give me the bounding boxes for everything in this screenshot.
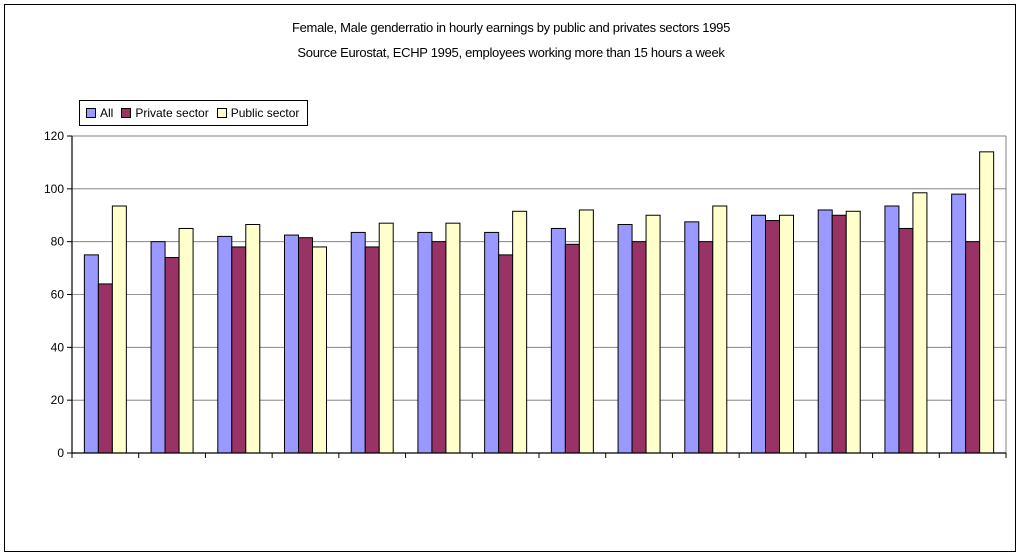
- bar-private-sector: [564, 243, 580, 454]
- bar-public-sector: [712, 205, 728, 454]
- bar-public-sector: [312, 246, 327, 454]
- bar-private-sector: [164, 257, 180, 454]
- legend-item: All: [86, 106, 113, 120]
- y-tick-label: 0: [57, 446, 64, 460]
- bar-private-sector: [97, 283, 113, 454]
- bar-private-sector: [698, 241, 714, 454]
- legend-swatch: [216, 108, 227, 118]
- bar-all: [751, 214, 766, 454]
- legend-label: Public sector: [230, 106, 300, 120]
- bar-private-sector: [831, 214, 847, 454]
- y-tick-label: 100: [44, 182, 64, 196]
- bar-public-sector: [578, 209, 594, 454]
- bar-all: [284, 234, 299, 454]
- bar-all: [350, 231, 366, 454]
- bar-public-sector: [645, 214, 661, 454]
- y-tick-label: 120: [44, 129, 64, 143]
- bar-private-sector: [898, 227, 914, 454]
- chart-legend: All Private sector Public sector: [79, 100, 309, 126]
- bar-all: [951, 193, 967, 454]
- bar-private-sector: [765, 220, 780, 454]
- bar-public-sector: [912, 192, 928, 454]
- legend-swatch: [121, 108, 132, 118]
- legend-swatch: [86, 108, 96, 118]
- bar-private-sector: [231, 246, 247, 454]
- y-tick-label: 80: [51, 235, 65, 249]
- bar-public-sector: [378, 222, 394, 454]
- bar-all: [684, 221, 700, 454]
- bar-all: [417, 231, 433, 454]
- legend-item: Private sector: [121, 106, 209, 120]
- chart-title: Female, Male genderratio in hourly earni…: [291, 20, 731, 35]
- bar-public-sector: [979, 151, 995, 454]
- bar-private-sector: [631, 241, 647, 454]
- bar-all: [484, 231, 500, 454]
- bar-public-sector: [779, 214, 794, 454]
- bar-public-sector: [445, 222, 461, 454]
- bar-private-sector: [298, 237, 313, 454]
- y-tick-label: 60: [51, 288, 65, 302]
- bar-all: [217, 235, 233, 454]
- bar-all: [83, 254, 99, 454]
- bar-public-sector: [512, 210, 528, 454]
- bar-all: [817, 209, 833, 454]
- bar-public-sector: [178, 227, 194, 454]
- bar-public-sector: [111, 205, 127, 454]
- y-tick-label: 40: [51, 340, 65, 354]
- legend-item: Public sector: [216, 106, 300, 120]
- bar-private-sector: [965, 241, 981, 454]
- bar-private-sector: [498, 254, 514, 454]
- legend-label: Private sector: [135, 106, 209, 120]
- bar-all: [150, 241, 166, 454]
- bar-private-sector: [364, 246, 380, 454]
- chart-subtitle: Source Eurostat, ECHP 1995, employees wo…: [297, 45, 725, 60]
- legend-label: All: [100, 106, 114, 120]
- bar-public-sector: [845, 210, 861, 454]
- bar-all: [617, 223, 633, 454]
- bar-all: [550, 227, 566, 454]
- y-tick-label: 20: [51, 393, 65, 407]
- bar-all: [884, 205, 900, 454]
- bar-private-sector: [431, 241, 447, 454]
- bar-public-sector: [245, 223, 261, 454]
